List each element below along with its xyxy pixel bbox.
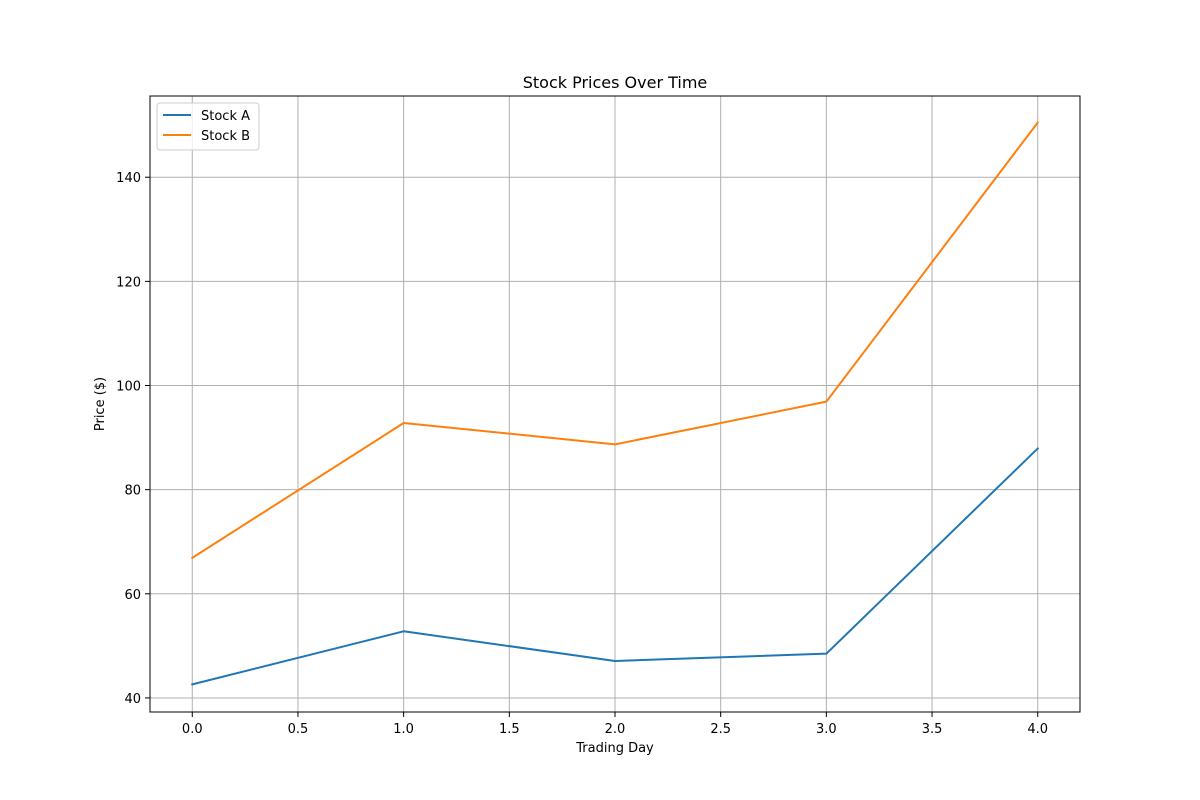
- grid: [150, 96, 1080, 712]
- x-tick-label: 1.0: [393, 722, 414, 737]
- legend-label-stock-b: Stock B: [201, 129, 250, 144]
- x-tick-label: 4.0: [1027, 722, 1048, 737]
- chart-title: Stock Prices Over Time: [523, 73, 708, 92]
- x-tick-label: 2.0: [605, 722, 626, 737]
- legend: Stock A Stock B: [156, 102, 260, 151]
- x-tick-label: 1.5: [499, 722, 520, 737]
- plot-area: [149, 95, 1081, 713]
- y-axis-label: Price ($): [93, 377, 108, 431]
- x-axis: 0.0 0.5 1.0 1.5 2.0 2.5 3.0 3.5 4.0: [182, 712, 1048, 737]
- series-line-stock-a: [191, 447, 1040, 686]
- legend-label-stock-a: Stock A: [201, 109, 250, 124]
- y-tick-label: 100: [116, 380, 141, 395]
- y-axis: 40 60 80 100 120 140: [116, 171, 150, 707]
- x-axis-label: Trading Day: [575, 741, 654, 756]
- y-tick-label: 80: [124, 484, 141, 499]
- x-tick-label: 0.0: [182, 722, 203, 737]
- y-tick-label: 120: [116, 275, 141, 290]
- y-tick-label: 140: [116, 171, 141, 186]
- x-tick-label: 3.5: [922, 722, 943, 737]
- x-tick-label: 2.5: [710, 722, 731, 737]
- x-tick-label: 3.0: [816, 722, 837, 737]
- x-tick-label: 0.5: [288, 722, 309, 737]
- series-group: [190, 121, 1040, 686]
- y-tick-label: 40: [124, 692, 141, 707]
- series-line-stock-b: [190, 121, 1040, 560]
- y-tick-label: 60: [124, 588, 141, 603]
